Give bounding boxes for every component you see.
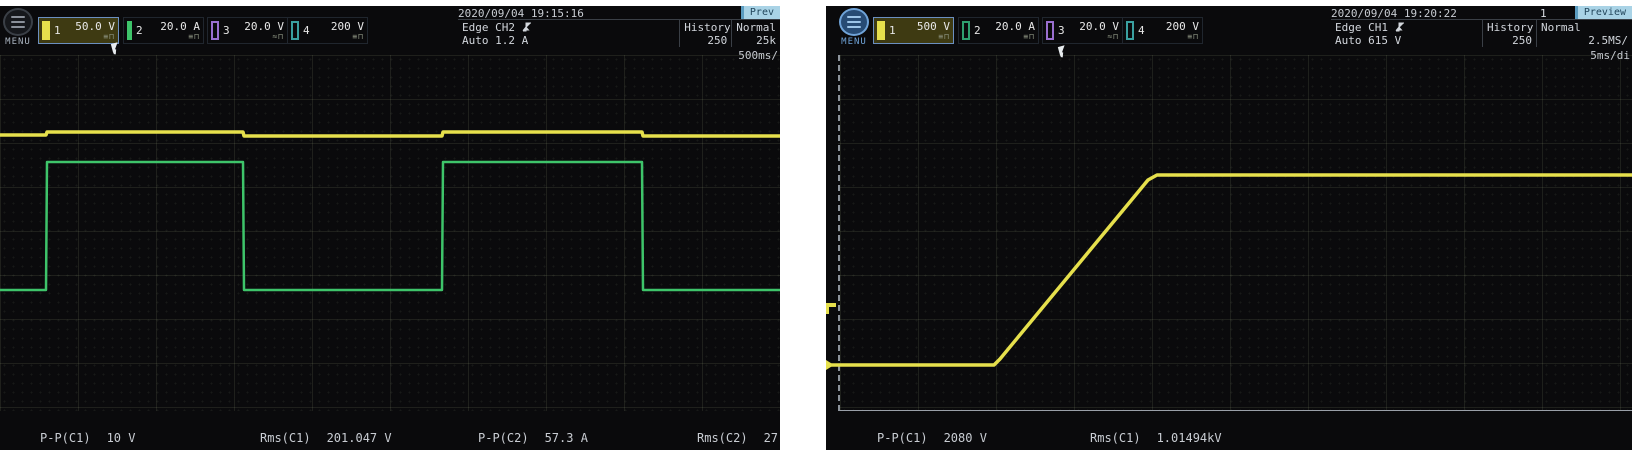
ch1-voltage-trace bbox=[0, 130, 780, 138]
channel-number: 4 bbox=[1138, 24, 1145, 37]
channel-scale: 20.0 V bbox=[244, 19, 284, 33]
channel-scale: 50.0 V bbox=[75, 19, 115, 33]
menu-button[interactable]: MENU bbox=[832, 8, 876, 47]
channel2-color-bar bbox=[127, 21, 132, 40]
trigger-source: Edge CH1 bbox=[1335, 21, 1388, 34]
channel-badge-4[interactable]: 4 200 V ≡⊓ bbox=[287, 17, 368, 44]
graticule bbox=[838, 55, 1632, 411]
waveform-display bbox=[0, 130, 780, 292]
channel-number: 3 bbox=[1058, 24, 1065, 37]
menu-icon bbox=[839, 8, 869, 36]
channel4-color-bar bbox=[291, 21, 299, 40]
channel-scale: 200 V bbox=[330, 19, 364, 33]
rising-edge-icon bbox=[522, 22, 531, 32]
history-label: History bbox=[684, 21, 731, 34]
acquisition-mode: Normal bbox=[736, 21, 776, 34]
channel1-ground-marker[interactable] bbox=[826, 360, 834, 370]
history-box[interactable]: History 250 bbox=[1483, 20, 1537, 47]
header-status-row: Edge CH1 Auto 615 V History 250 Normal 2… bbox=[1331, 19, 1632, 47]
waveform-display bbox=[826, 173, 1632, 367]
timestamp: 2020/09/04 19:20:22 bbox=[1331, 7, 1457, 20]
rising-edge-icon bbox=[1395, 22, 1404, 32]
channel2-color-bar bbox=[962, 21, 970, 40]
acquisition-box[interactable]: Normal 2.5MS/ bbox=[1537, 20, 1632, 47]
menu-button[interactable]: MENU bbox=[0, 8, 40, 47]
trigger-info[interactable]: Edge CH1 Auto 615 V bbox=[1331, 20, 1483, 47]
trigger-level: Auto 1.2 A bbox=[462, 34, 529, 47]
timebase-readout: 500ms/ bbox=[738, 49, 778, 62]
coupling-icons: ≡⊓ bbox=[103, 31, 115, 41]
channel4-color-bar bbox=[1126, 21, 1134, 40]
channel3-color-bar bbox=[211, 21, 219, 40]
preview-button[interactable]: Preview bbox=[1574, 6, 1632, 19]
preview-button[interactable]: Prev bbox=[740, 6, 780, 19]
ch1-ramp-trace bbox=[826, 173, 1632, 367]
coupling-icons: ≡⊓ bbox=[1187, 31, 1199, 41]
channel-number: 1 bbox=[54, 24, 61, 37]
timebase-readout: 5ms/di bbox=[1590, 49, 1630, 62]
trigger-info[interactable]: Edge CH2 Auto 1.2 A bbox=[458, 20, 681, 47]
channel-badge-1[interactable]: 1 50.0 V ≡⊓ bbox=[38, 17, 119, 44]
coupling-icons: ≡⊓ bbox=[188, 31, 200, 41]
coupling-icons: ≈⊓ bbox=[272, 31, 284, 41]
right-oscilloscope-screen: MENU 1 500 V ≡⊓ 2 20.0 A ≡⊓ 3 20.0 V ≈⊓ 4 2… bbox=[826, 6, 1632, 450]
graticule bbox=[0, 55, 780, 411]
sample-rate: 25k bbox=[756, 34, 776, 47]
channel-scale: 20.0 A bbox=[995, 19, 1035, 33]
measurement-rms-c1: Rms(C1) 201.047 V bbox=[260, 431, 392, 445]
measurement-pp-c1: P-P(C1) 10 V bbox=[40, 431, 136, 445]
header-status-row: Edge CH2 Auto 1.2 A History 250 Normal 2… bbox=[458, 19, 780, 47]
timestamp: 2020/09/04 19:15:16 bbox=[458, 7, 584, 20]
channel-badge-4[interactable]: 4 200 V ≡⊓ bbox=[1122, 17, 1203, 44]
trigger-level-marker[interactable] bbox=[826, 303, 836, 314]
history-frame-number: 1 bbox=[1540, 7, 1547, 20]
channel-scale: 500 V bbox=[916, 19, 950, 33]
channel-scale: 200 V bbox=[1165, 19, 1199, 33]
channel-badge-2[interactable]: 2 20.0 A ≡⊓ bbox=[958, 17, 1039, 44]
channel-badge-1[interactable]: 1 500 V ≡⊓ bbox=[873, 17, 954, 44]
channel1-color-bar bbox=[42, 21, 50, 40]
trigger-level: Auto 615 V bbox=[1335, 34, 1402, 47]
left-oscilloscope-screen: MENU 1 50.0 V ≡⊓ 2 20.0 A ≡⊓ 3 20.0 V ≈⊓ 4 … bbox=[0, 6, 780, 450]
channel-number: 4 bbox=[303, 24, 310, 37]
measurement-pp-c2: P-P(C2) 57.3 A bbox=[478, 431, 588, 445]
channel1-color-bar bbox=[877, 21, 885, 40]
menu-icon bbox=[3, 8, 33, 36]
channel-badge-2[interactable]: 2 20.0 A ≡⊓ bbox=[123, 17, 204, 44]
channel-number: 2 bbox=[974, 24, 981, 37]
sample-rate: 2.5MS/ bbox=[1588, 34, 1628, 47]
history-count: 250 bbox=[707, 34, 728, 47]
measurement-pp-c1: P-P(C1) 2080 V bbox=[877, 431, 987, 445]
channel-scale: 20.0 V bbox=[1079, 19, 1119, 33]
channel-scale: 20.0 A bbox=[160, 19, 200, 33]
menu-label: MENU bbox=[5, 37, 31, 47]
history-count: 250 bbox=[1512, 34, 1532, 47]
menu-label: MENU bbox=[841, 37, 867, 47]
coupling-icons: ≡⊓ bbox=[352, 31, 364, 41]
channel-number: 3 bbox=[223, 24, 230, 37]
coupling-icons: ≡⊓ bbox=[938, 31, 950, 41]
channel-number: 1 bbox=[889, 24, 896, 37]
coupling-icons: ≈⊓ bbox=[1107, 31, 1119, 41]
acquisition-box[interactable]: Normal 25k bbox=[732, 20, 780, 47]
measurement-rms-c2: Rms(C2)27.2274 bbox=[697, 431, 780, 445]
history-box[interactable]: History 250 bbox=[680, 20, 733, 47]
history-label: History bbox=[1487, 21, 1534, 34]
acquisition-mode: Normal bbox=[1541, 21, 1581, 34]
channel-number: 2 bbox=[136, 24, 143, 37]
trigger-source: Edge CH2 bbox=[462, 21, 515, 34]
ch2-current-square-wave bbox=[0, 160, 780, 292]
measurement-rms-c1: Rms(C1) 1.01494kV bbox=[1090, 431, 1222, 445]
channel3-color-bar bbox=[1046, 21, 1054, 40]
coupling-icons: ≡⊓ bbox=[1023, 31, 1035, 41]
